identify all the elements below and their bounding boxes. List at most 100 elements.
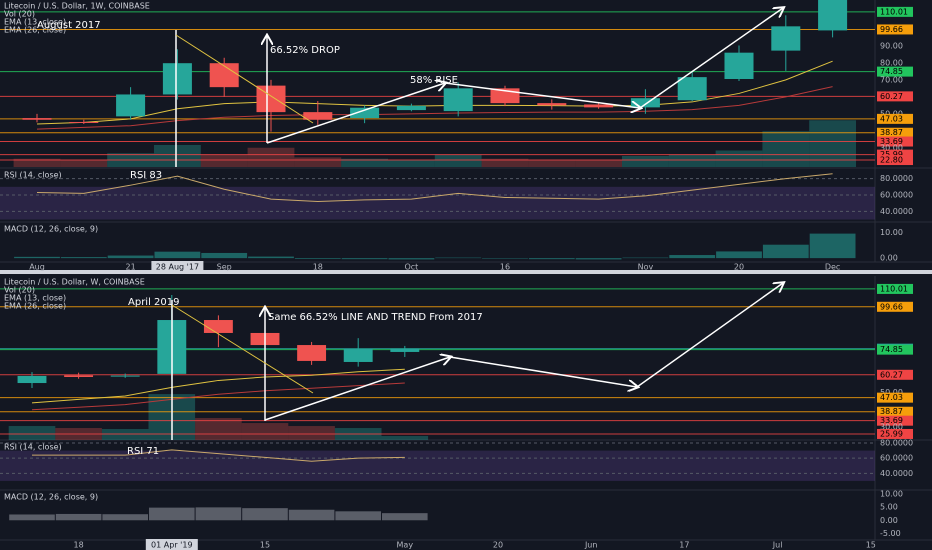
price-label-bg	[877, 283, 913, 294]
time-label: Sep	[217, 263, 232, 272]
legend-line: Vol (20)	[4, 10, 35, 19]
candle-body	[350, 107, 380, 119]
arrow	[449, 356, 637, 387]
volume-bar	[294, 157, 342, 167]
volume-bar	[481, 158, 529, 167]
candle-body	[818, 0, 848, 31]
macd-bar	[288, 509, 335, 521]
rsi-band	[0, 186, 875, 220]
arrow	[636, 283, 783, 388]
volume-bar	[388, 160, 435, 167]
candle-body	[771, 26, 801, 51]
macd-tick-label: 0.00	[880, 516, 898, 525]
volume-bar	[668, 154, 716, 167]
macd-bar	[154, 251, 201, 259]
time-label: 15	[260, 541, 270, 550]
macd-tick-label: 5.00	[880, 503, 898, 512]
time-label: 15	[866, 541, 876, 550]
price-label: 50.00	[880, 388, 903, 397]
time-label: 18	[313, 263, 323, 272]
candle-body	[630, 98, 660, 108]
legend-line: EMA (26, close)	[4, 26, 66, 35]
legend-line: EMA (26, close)	[4, 302, 66, 311]
candle-body	[297, 345, 327, 361]
macd-bar	[528, 258, 575, 260]
legend-line: Litecoin / U.S. Dollar, 1W, COINBASE	[4, 2, 150, 11]
candle-body	[17, 375, 47, 384]
price-label-bg	[877, 369, 913, 380]
rsi-tick-label: 80.0000	[880, 439, 913, 448]
candle-body	[303, 112, 333, 120]
price-label-bg	[877, 149, 913, 160]
time-label: 20	[734, 263, 744, 272]
price-label: 33.69	[880, 416, 903, 425]
rsi-tick-label: 40.0000	[880, 207, 913, 216]
divider	[0, 270, 932, 274]
candle-body	[443, 88, 473, 112]
candle-body	[110, 375, 140, 377]
volume-bar	[195, 418, 242, 440]
price-label-bg	[877, 66, 913, 77]
candle-body	[390, 348, 420, 352]
annotation: August 2017	[37, 20, 101, 31]
volume-bar	[575, 160, 622, 167]
ema-line	[36, 86, 833, 130]
volume-bar	[154, 144, 201, 167]
price-label-bg	[877, 136, 913, 147]
price-label: 99.66	[880, 25, 903, 34]
legend-line: EMA (13, close)	[4, 294, 66, 303]
volume-bar	[13, 158, 61, 167]
candle-body	[203, 320, 233, 333]
macd-bar	[9, 514, 55, 521]
rsi-tick-label: 80.0000	[880, 174, 913, 183]
candle-body	[677, 77, 707, 101]
macd-bar	[107, 255, 154, 259]
price-label-bg	[877, 392, 913, 403]
candle-body	[537, 103, 567, 106]
arrow	[639, 8, 783, 109]
legend-line: Litecoin / U.S. Dollar, W, COINBASE	[4, 278, 145, 287]
time-label: 16	[500, 263, 510, 272]
price-label: 99.66	[880, 302, 903, 311]
volume-bar	[288, 426, 335, 440]
rsi-line	[36, 173, 833, 203]
volume-bar	[8, 426, 56, 440]
macd-tick-label: 10.00	[880, 489, 903, 498]
drawings	[171, 8, 783, 440]
price-label-bg	[877, 301, 913, 312]
legend-line: EMA (13, close)	[4, 18, 66, 27]
volume-bar	[101, 429, 149, 440]
macd-title: MACD (12, 26, close, 9)	[4, 493, 98, 502]
candle-body	[343, 349, 373, 362]
macd-bar	[60, 257, 107, 259]
volume-bar	[60, 160, 108, 167]
price-label: 80.00	[880, 58, 903, 67]
macd-bar	[482, 258, 528, 259]
volume-bar	[809, 120, 856, 167]
trend-line	[175, 34, 314, 124]
volume-bar	[434, 154, 482, 167]
macd-bar	[248, 256, 294, 259]
macd-bar	[341, 258, 388, 260]
candle-body	[724, 52, 754, 79]
price-label: 90.00	[880, 41, 903, 50]
macd-bar	[195, 507, 242, 521]
annotation: 58% RISE	[410, 75, 458, 86]
rsi-line	[32, 449, 405, 462]
price-label: 38.87	[880, 407, 903, 416]
macd-bar	[294, 258, 341, 259]
rsi-band	[0, 450, 875, 481]
trend-line	[171, 304, 314, 394]
macd-bar	[14, 256, 60, 259]
time-label: Aug	[29, 263, 45, 272]
price-label-bg	[877, 127, 913, 138]
macd-bar	[575, 258, 622, 260]
macd-bar	[388, 258, 435, 260]
price-label: 33.69	[880, 137, 903, 146]
time-label: 20	[493, 541, 503, 550]
price-label-bg	[877, 6, 913, 17]
ema-line	[31, 368, 405, 404]
price-label: 60.27	[880, 92, 903, 101]
price-label: 110.01	[880, 284, 908, 293]
